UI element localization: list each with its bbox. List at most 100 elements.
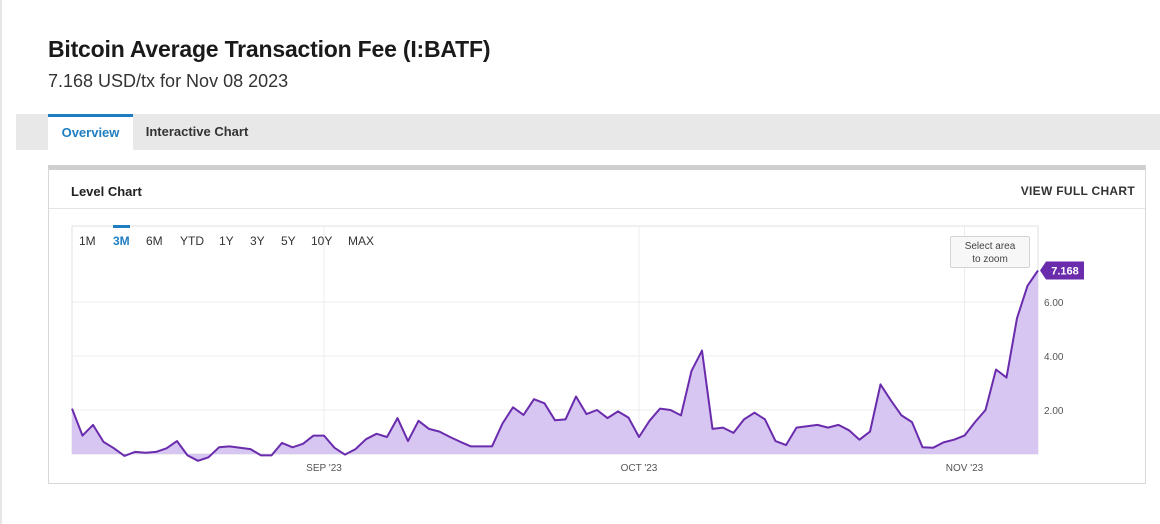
x-tick-label: OCT '23 xyxy=(621,463,658,474)
data-point xyxy=(648,419,652,423)
data-point xyxy=(984,408,988,412)
data-point xyxy=(847,428,851,432)
data-point xyxy=(165,446,169,450)
data-point xyxy=(196,459,200,463)
range-button-1m[interactable]: 1M xyxy=(79,234,96,248)
data-point xyxy=(396,416,400,420)
data-point xyxy=(942,440,946,444)
data-point xyxy=(259,453,263,457)
data-point xyxy=(238,446,242,450)
page-subtitle: 7.168 USD/tx for Nov 08 2023 xyxy=(48,71,289,91)
data-point xyxy=(385,435,389,439)
data-point xyxy=(91,423,95,427)
data-point xyxy=(469,444,473,448)
data-point xyxy=(669,408,673,412)
range-button-10y[interactable]: 10Y xyxy=(311,234,333,248)
data-point xyxy=(690,369,694,373)
data-point xyxy=(375,432,379,436)
view-full-chart-link[interactable]: VIEW FULL CHART xyxy=(1020,184,1135,198)
data-point xyxy=(616,409,620,413)
data-point xyxy=(364,437,368,441)
data-point xyxy=(417,419,421,423)
y-tick-label: 6.00 xyxy=(1044,298,1064,309)
series-area xyxy=(72,270,1038,461)
last-value-badge xyxy=(1040,261,1084,280)
data-point xyxy=(112,446,116,450)
data-point xyxy=(1036,269,1040,273)
range-button-1y[interactable]: 1Y xyxy=(219,234,234,248)
tab-interactive-chart[interactable]: Interactive Chart xyxy=(145,124,249,139)
data-point xyxy=(658,407,662,411)
range-button-3y[interactable]: 3Y xyxy=(250,234,265,248)
x-tick-label: SEP '23 xyxy=(306,463,342,474)
x-tick-label: NOV '23 xyxy=(946,463,984,474)
data-point xyxy=(207,455,211,459)
data-point xyxy=(627,416,631,420)
data-point xyxy=(406,439,410,443)
data-point xyxy=(711,427,715,431)
data-point xyxy=(795,426,799,430)
page-title: Bitcoin Average Transaction Fee (I:BATF) xyxy=(48,36,491,62)
data-point xyxy=(574,395,578,399)
data-point xyxy=(553,418,557,422)
range-button-5y[interactable]: 5Y xyxy=(281,234,296,248)
data-point xyxy=(763,417,767,421)
data-point xyxy=(805,424,809,428)
data-point xyxy=(291,445,295,449)
range-button-6m[interactable]: 6M xyxy=(146,234,163,248)
range-button-3m[interactable]: 3M xyxy=(113,225,130,248)
data-point xyxy=(144,451,148,455)
data-point xyxy=(879,382,883,386)
data-point xyxy=(994,368,998,372)
data-point xyxy=(228,444,232,448)
data-point xyxy=(826,426,830,430)
data-point xyxy=(480,444,484,448)
data-point xyxy=(312,434,316,438)
range-button-ytd[interactable]: YTD xyxy=(180,234,204,248)
data-point xyxy=(963,434,967,438)
data-point xyxy=(973,420,977,424)
y-tick-label: 2.00 xyxy=(1044,406,1064,417)
data-point xyxy=(186,453,190,457)
data-point xyxy=(700,349,704,353)
zoom-hint-line1: Select area xyxy=(964,241,1016,252)
data-point xyxy=(721,426,725,430)
data-point xyxy=(543,401,547,405)
data-point xyxy=(522,413,526,417)
data-point xyxy=(459,440,463,444)
left-edge-rule xyxy=(0,0,2,524)
tab-overview[interactable]: Overview xyxy=(48,114,133,150)
data-point xyxy=(438,430,442,434)
panel-divider xyxy=(49,208,1145,209)
data-point xyxy=(102,440,106,444)
data-point xyxy=(837,423,841,427)
data-point xyxy=(774,439,778,443)
tab-bar: Overview Interactive Chart xyxy=(16,114,1160,150)
data-point xyxy=(333,446,337,450)
range-button-max[interactable]: MAX xyxy=(348,234,375,248)
data-point xyxy=(448,435,452,439)
data-point xyxy=(511,405,515,409)
data-point xyxy=(816,423,820,427)
data-point xyxy=(154,450,158,454)
data-point xyxy=(343,453,347,457)
data-point xyxy=(270,453,274,457)
data-point xyxy=(931,446,935,450)
data-point xyxy=(784,443,788,447)
data-point xyxy=(322,434,326,438)
data-point xyxy=(280,441,284,445)
series-line xyxy=(71,269,1039,462)
data-point xyxy=(637,435,641,439)
data-point xyxy=(679,413,683,417)
data-point xyxy=(217,445,221,449)
data-point xyxy=(490,444,494,448)
data-point xyxy=(249,447,253,451)
last-value-label: 7.168 xyxy=(1051,265,1079,277)
data-point xyxy=(70,407,74,411)
data-point xyxy=(427,427,431,431)
data-point xyxy=(1005,376,1009,380)
data-point xyxy=(532,397,536,401)
data-point xyxy=(585,412,589,416)
zoom-hint-line2: to zoom xyxy=(972,254,1008,265)
